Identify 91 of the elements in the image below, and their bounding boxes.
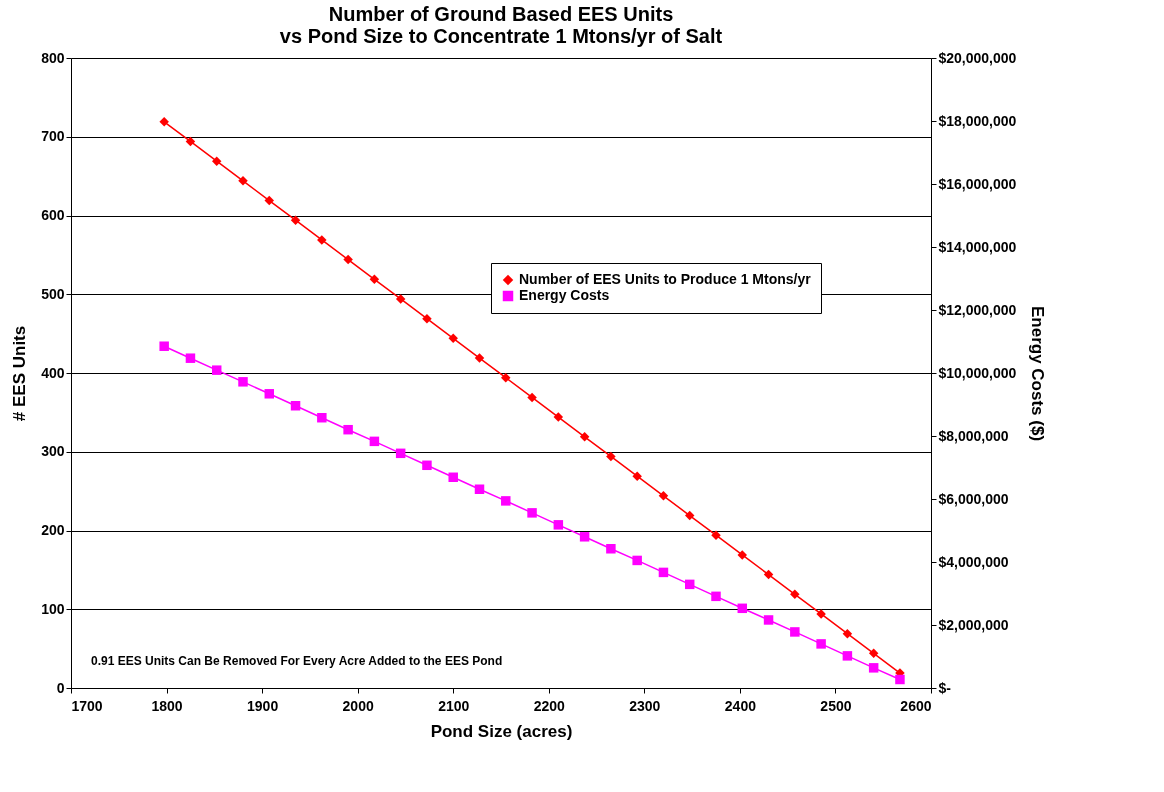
x-tick-label: 2600 (900, 697, 932, 714)
point (579, 432, 590, 442)
point (579, 532, 590, 542)
x-tick-label: 1800 (151, 697, 183, 714)
point (422, 460, 432, 471)
point (369, 436, 380, 447)
point (474, 484, 485, 494)
point (816, 639, 826, 649)
point (264, 195, 275, 206)
point (211, 365, 222, 375)
point (737, 603, 748, 614)
point (395, 294, 406, 304)
y-tick-label: 0 (56, 679, 65, 696)
point (527, 392, 537, 403)
x-tick-label: 1900 (247, 697, 279, 714)
point (343, 424, 353, 435)
y-axis-title: # EES Units (10, 325, 30, 422)
y-tick-label: 500 (41, 285, 65, 302)
y-tick-label: 800 (41, 49, 65, 66)
point (553, 520, 564, 530)
y-tick-label: 700 (41, 128, 65, 145)
y2-axis-title: Energy Costs ($) (1028, 305, 1048, 442)
x-tick-label: 2400 (724, 697, 757, 714)
point (343, 254, 353, 265)
point (238, 377, 248, 387)
annotation: 0.91 EES Units Can Be Removed For Every Acre Added to the EES Pond (91, 654, 503, 668)
point (658, 491, 669, 501)
point (264, 389, 275, 399)
point (553, 412, 564, 422)
x-tick-label: 2100 (438, 697, 470, 714)
y2-tick-label: $10,000,000 (938, 364, 1017, 381)
y-tick-label: 300 (41, 443, 65, 460)
y2-tick-label: $8,000,000 (938, 427, 1009, 444)
y2-tick-label: $16,000,000 (938, 175, 1017, 192)
point (185, 136, 196, 147)
point (868, 663, 879, 673)
point (763, 569, 774, 580)
point (448, 333, 458, 344)
x-tick-label: 2000 (342, 697, 374, 714)
point (632, 555, 642, 566)
point (763, 615, 774, 625)
point (159, 341, 169, 351)
y-tick-label: 200 (41, 522, 65, 538)
point (474, 353, 485, 363)
point (317, 412, 327, 423)
y2-tick-label: $2,000,000 (938, 616, 1009, 633)
point (501, 496, 511, 506)
x-tick-label: 2500 (820, 697, 852, 714)
y2-tick-label: $- (938, 679, 952, 696)
point (895, 674, 905, 685)
y-tick-label: 600 (41, 207, 65, 223)
y-tick-label: 100 (41, 600, 65, 617)
point (290, 401, 301, 411)
y2-tick-label: $4,000,000 (938, 553, 1009, 570)
point (422, 313, 432, 324)
point (395, 448, 406, 459)
y2-tick-label: $18,000,000 (938, 112, 1017, 129)
point (185, 353, 196, 363)
y2-tick-label: $14,000,000 (938, 238, 1017, 255)
x-axis-title: Pond Size (acres) (430, 721, 573, 741)
chart-title: Number of Ground Based EES Units vs Pond Size to Concentrate 1 Mtons/yr of Salt (279, 3, 723, 47)
y2-tick-label: $12,000,000 (938, 301, 1017, 318)
point (501, 372, 511, 383)
point (868, 648, 879, 659)
point (658, 567, 669, 578)
x-tick-label: 1700 (71, 697, 103, 714)
legend-label: Energy Costs (519, 287, 610, 303)
y2-tick-label: $20,000,000 (938, 49, 1017, 66)
point (684, 579, 695, 590)
legend-label: Number of EES Units to Produce 1 Mtons/yr (519, 271, 812, 287)
point (790, 589, 800, 600)
y2-tick-label: $6,000,000 (938, 490, 1009, 507)
point (842, 628, 853, 639)
x-tick-label: 2300 (629, 697, 661, 714)
y-tick-label: 400 (41, 364, 65, 381)
point (606, 544, 616, 554)
point (211, 156, 222, 166)
point (527, 508, 537, 518)
point (632, 471, 642, 481)
point (159, 117, 169, 127)
point (290, 215, 301, 225)
point (790, 627, 800, 637)
point (711, 591, 721, 602)
point (842, 651, 853, 661)
x-tick-label: 2200 (533, 697, 566, 714)
point (684, 510, 695, 521)
point (448, 472, 458, 483)
point (369, 274, 380, 285)
point (737, 550, 748, 560)
point (317, 235, 327, 245)
point (606, 451, 616, 462)
